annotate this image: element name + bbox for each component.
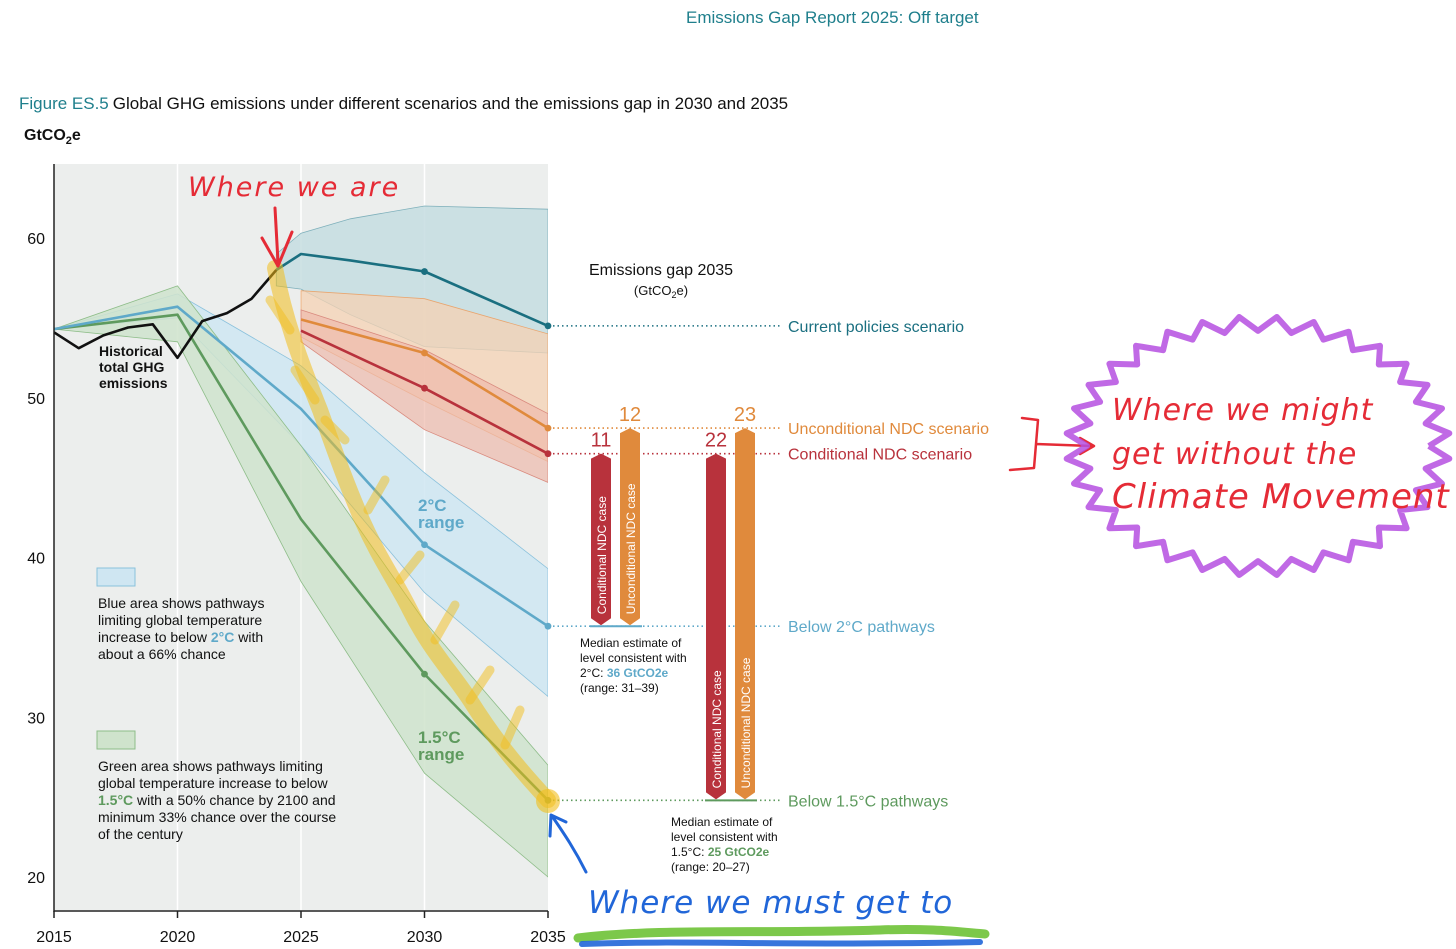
gap-title: Emissions gap 2035	[589, 262, 733, 279]
legend-blue-l3: increase to below 2°C with	[98, 629, 263, 645]
median-15c-note-l1: Median estimate of	[671, 815, 773, 829]
highlighter-branches	[265, 295, 525, 750]
legend-green-l2: global temperature increase to below	[98, 775, 328, 791]
median-15c-note-l2: level consistent with	[671, 830, 778, 844]
point-two_c	[421, 541, 428, 549]
gap-case-1: Unconditional NDC case	[624, 483, 638, 614]
y-tick-label: 40	[27, 551, 45, 568]
arrow-blue-icon	[548, 813, 588, 874]
report-header: Emissions Gap Report 2025: Off target	[686, 8, 979, 27]
gap-bar-0	[591, 453, 611, 626]
gap-value-0: 11	[591, 430, 612, 452]
range-15c-l1: 1.5°C	[418, 728, 461, 747]
gap-case-2: Conditional NDC case	[710, 670, 724, 788]
x-tick-label: 2030	[407, 929, 443, 946]
gap-bar-1	[620, 428, 640, 626]
gap-case-3: Unconditional NDC case	[739, 657, 753, 788]
line-historical	[53, 269, 278, 360]
gap-value-3: 23	[734, 404, 756, 426]
scenario-lines	[53, 252, 552, 804]
highlighter-dot	[536, 789, 560, 813]
gap-bar-3	[735, 428, 755, 800]
y-tick-label: 50	[27, 391, 45, 408]
line-one_five_c	[53, 313, 549, 802]
underline-blue	[579, 939, 983, 947]
annot-where-we-might-0: Where we might	[1112, 393, 1374, 428]
figure-title: Figure ES.5 Global GHG emissions under di…	[19, 94, 788, 114]
label-two_c: Below 2°C pathways	[788, 619, 935, 636]
gap-bar-2	[706, 453, 726, 800]
legend-green-l5: of the century	[98, 826, 183, 842]
historical-label-0: Historical	[99, 343, 163, 359]
figure-number: Figure ES.5	[19, 94, 109, 113]
median-2c-note-l4: (range: 31–39)	[580, 681, 659, 695]
historical-label-1: total GHG	[99, 359, 164, 375]
x-tick-label: 2020	[160, 929, 196, 946]
point-one_five_c	[421, 670, 428, 678]
annot-where-we-are: Where we are	[188, 172, 400, 203]
range-15c-l2: range	[418, 745, 464, 764]
band-one_five_c	[54, 285, 548, 878]
label-conditional: Conditional NDC scenario	[788, 447, 972, 464]
legend-green-l1: Green area shows pathways limiting	[98, 758, 323, 774]
point-unconditional	[544, 424, 552, 432]
gap-bars: 11 Conditional NDC case 12 Unconditional ND…	[590, 404, 757, 802]
median-2c-note-l1: Median estimate of	[580, 636, 682, 650]
legend-blue-l2: limiting global temperature	[98, 612, 262, 628]
gap-unit: (GtCO2e)	[634, 283, 688, 300]
gap-value-1: 12	[619, 404, 641, 426]
point-two_c	[544, 622, 552, 630]
range-2c-l2: range	[418, 513, 464, 532]
annot-where-we-might-1: get without the	[1112, 437, 1357, 472]
median-2c-note-l3: 2°C: 36 GtCO2e	[580, 666, 668, 680]
hand-annotations: Where we are Where we might get without th…	[188, 172, 1453, 947]
line-two_c	[53, 305, 549, 628]
legend-blue-swatch	[96, 567, 136, 587]
arrow-red-icon	[260, 206, 294, 268]
point-conditional	[421, 384, 428, 392]
y-tick-label: 20	[27, 870, 45, 887]
label-unconditional: Unconditional NDC scenario	[788, 421, 989, 438]
x-tick-label: 2035	[530, 929, 566, 946]
highlighter-stroke	[267, 260, 556, 808]
line-current	[275, 252, 549, 328]
legend-green-l4: minimum 33% chance over the course	[98, 809, 336, 825]
point-current	[421, 268, 428, 275]
y-tick-label: 60	[27, 231, 45, 248]
historical-label-2: emissions	[99, 375, 168, 391]
annot-where-we-must: Where we must get to	[588, 885, 953, 921]
legend-green-l3: 1.5°C with a 50% chance by 2100 and	[98, 792, 336, 808]
x-tick-label: 2015	[36, 929, 72, 946]
point-current	[544, 322, 552, 330]
purple-cloud-icon	[1063, 314, 1453, 578]
underline-green	[573, 924, 990, 943]
range-2c-l1: 2°C	[418, 496, 447, 515]
label-current: Current policies scenario	[788, 319, 964, 336]
legend-blue-l4: about a 66% chance	[98, 646, 226, 662]
y-tick-label: 30	[27, 710, 45, 727]
legend-blue-l1: Blue area shows pathways	[98, 595, 265, 611]
point-conditional	[544, 450, 552, 458]
figure-title-text: Global GHG emissions under different sce…	[112, 94, 789, 113]
legend-green-swatch	[96, 730, 136, 750]
label-one_five_c: Below 1.5°C pathways	[788, 793, 948, 810]
median-2c-note-l2: level consistent with	[580, 651, 687, 665]
annot-where-we-might-2: Climate Movement	[1112, 477, 1450, 517]
median-15c-note-l3: 1.5°C: 25 GtCO2e	[671, 845, 770, 859]
y-axis-unit: GtCO2e	[24, 127, 81, 148]
median-15c-note-l4: (range: 20–27)	[671, 860, 750, 874]
gap-value-2: 22	[705, 430, 727, 452]
point-unconditional	[421, 349, 428, 357]
x-tick-label: 2025	[283, 929, 319, 946]
chart-texts: Current policies scenario Unconditional N…	[96, 262, 989, 874]
gap-case-0: Conditional NDC case	[595, 496, 609, 614]
